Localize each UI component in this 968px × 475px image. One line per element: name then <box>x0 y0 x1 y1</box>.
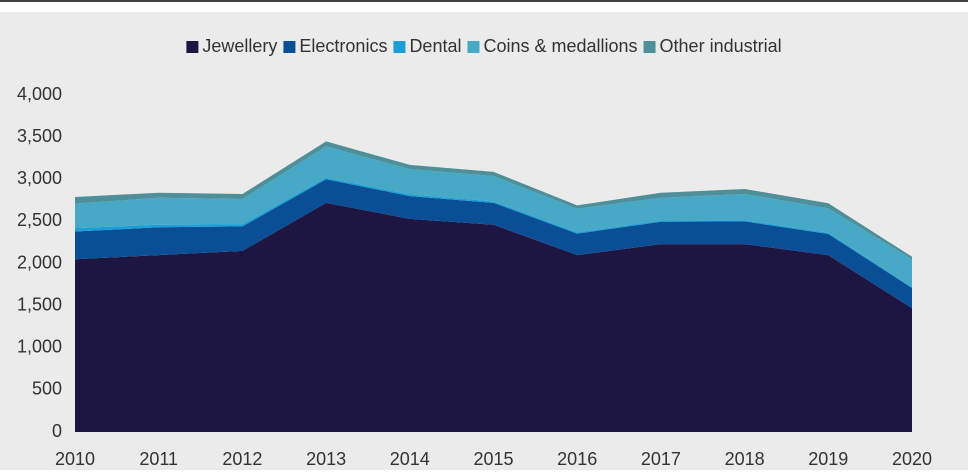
x-tick-label: 2012 <box>222 449 262 469</box>
legend-label: Dental <box>409 36 461 56</box>
y-tick-label: 2,500 <box>17 210 62 230</box>
y-tick-label: 1,500 <box>17 294 62 314</box>
legend-label: Electronics <box>299 36 387 56</box>
x-tick-label: 2010 <box>55 449 95 469</box>
legend-swatch <box>467 41 480 53</box>
x-tick-label: 2013 <box>306 449 346 469</box>
x-tick-label: 2019 <box>808 449 848 469</box>
x-tick-label: 2017 <box>641 449 681 469</box>
legend-label: Other industrial <box>660 36 782 56</box>
legend-swatch <box>393 41 406 53</box>
x-tick-label: 2016 <box>557 449 597 469</box>
x-tick-label: 2020 <box>892 449 932 469</box>
x-tick-label: 2015 <box>473 449 513 469</box>
legend-swatch <box>283 41 296 53</box>
y-tick-label: 1,000 <box>17 337 62 357</box>
y-tick-label: 2,000 <box>17 252 62 272</box>
y-tick-label: 500 <box>32 379 62 399</box>
x-tick-label: 2011 <box>139 449 178 469</box>
y-tick-label: 4,000 <box>17 84 62 104</box>
area <box>75 179 912 309</box>
area <box>75 141 912 260</box>
legend-label: Coins & medallions <box>483 36 637 56</box>
y-tick-label: 3,000 <box>17 168 62 188</box>
y-tick-label: 3,500 <box>17 126 62 146</box>
area <box>75 202 912 432</box>
legend-swatch <box>186 41 199 53</box>
area <box>75 146 912 288</box>
legend-swatch <box>643 41 656 53</box>
x-tick-label: 2014 <box>390 449 430 469</box>
x-tick-label: 2018 <box>725 449 765 469</box>
y-tick-label: 0 <box>52 421 62 441</box>
legend-label: Jewellery <box>202 36 277 56</box>
